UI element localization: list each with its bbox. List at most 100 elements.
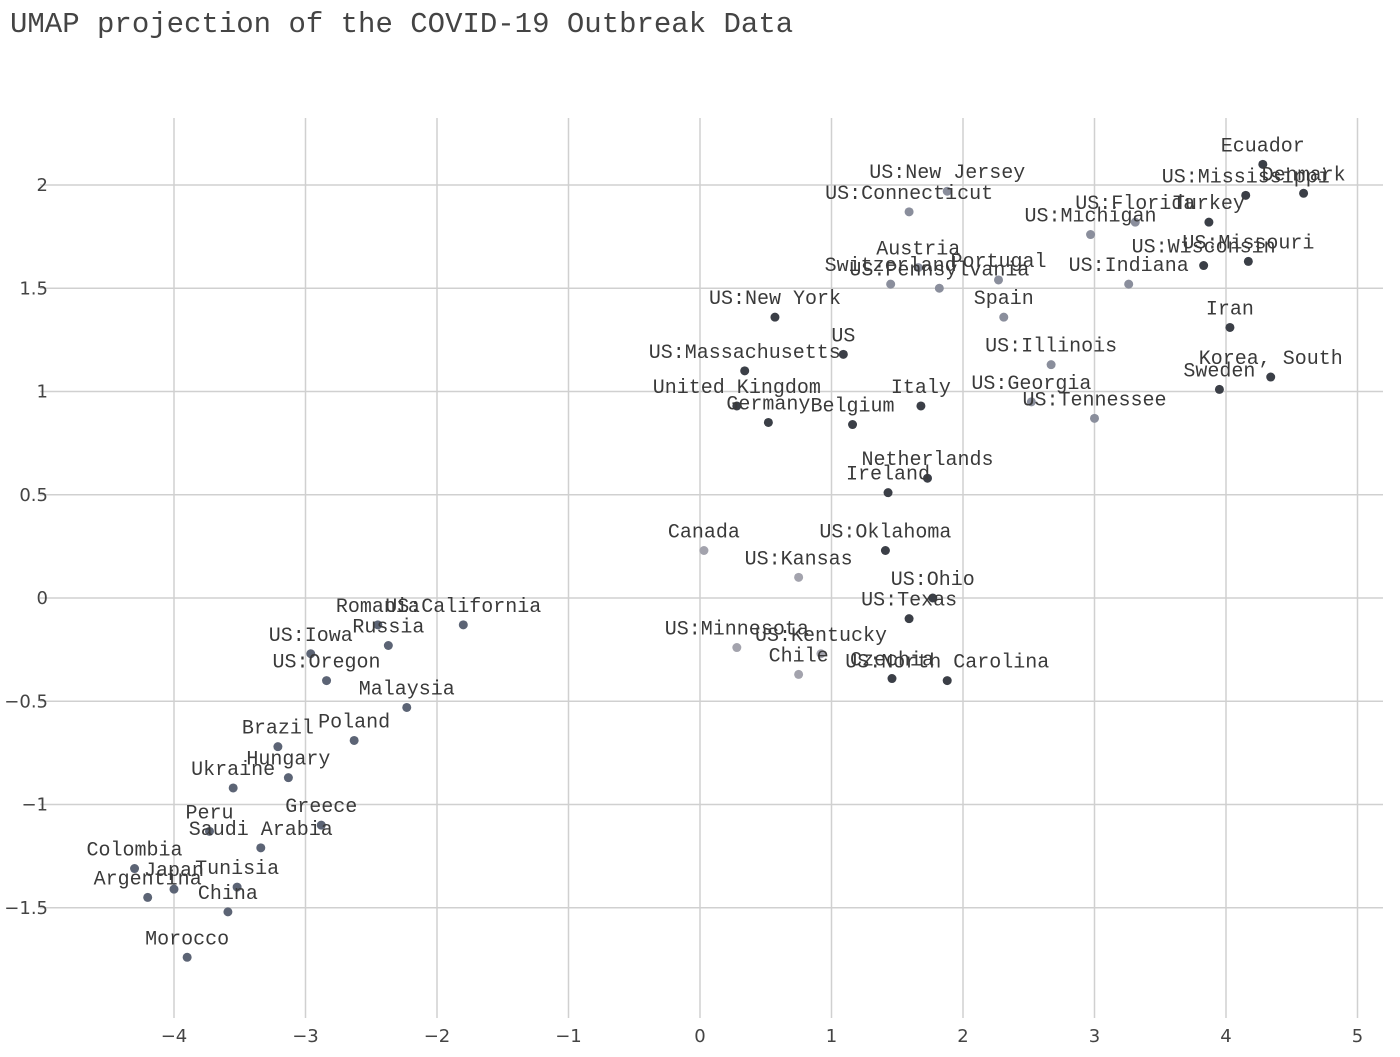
data-point-label: US:New Jersey [869, 162, 1025, 185]
data-point [205, 826, 215, 836]
data-point-label: US:Iowa [269, 625, 353, 648]
data-point [880, 546, 890, 556]
data-point [1258, 159, 1268, 169]
data-point [1130, 217, 1140, 227]
grid [40, 118, 1383, 1018]
data-point-label: US:Tennessee [1022, 389, 1166, 412]
data-point-label: Czechia [850, 650, 934, 673]
data-point-label: Korea, South [1199, 348, 1343, 371]
data-point-label: Malaysia [359, 678, 455, 701]
data-point [1090, 413, 1099, 423]
data-point-label: US:Massachusetts [649, 342, 841, 365]
data-point [942, 186, 952, 196]
x-tick-label: −1 [555, 1026, 582, 1047]
data-point-label: Chile [769, 645, 829, 668]
data-point [732, 643, 742, 653]
y-tick-label: 0 [37, 588, 48, 609]
x-tick-label: 4 [1220, 1026, 1231, 1047]
y-tick-label: −1.5 [4, 898, 48, 919]
data-point [182, 952, 192, 962]
data-point-label: Iran [1206, 298, 1254, 321]
chart-title: UMAP projection of the COVID-19 Outbreak… [10, 8, 794, 41]
x-tick-label: −2 [424, 1026, 451, 1047]
data-point-label: Brazil [242, 718, 314, 741]
data-point [1243, 256, 1253, 266]
data-point-label: US:Ohio [891, 569, 975, 592]
data-point [732, 401, 742, 411]
x-tick-label: −3 [292, 1026, 319, 1047]
data-point [273, 742, 283, 752]
data-point-label: Ecuador [1221, 135, 1305, 158]
data-point [922, 473, 932, 483]
data-point [942, 676, 952, 686]
data-point-label: Austria [876, 239, 960, 262]
data-point [763, 417, 773, 427]
data-point-label: Russia [352, 616, 424, 639]
data-point-label: Ireland [846, 464, 930, 487]
data-point [1241, 190, 1251, 200]
data-point-label: US:Oregon [273, 652, 381, 675]
data-point [999, 312, 1009, 322]
data-point [130, 864, 140, 874]
data-point-label: US:Pennsylvania [849, 259, 1029, 282]
data-point [1204, 217, 1214, 227]
data-point-label: Spain [974, 288, 1034, 311]
data-point-label: Belgium [811, 396, 895, 419]
data-point-label: China [198, 883, 258, 906]
data-point-label: Romania [336, 596, 420, 619]
data-point [1124, 279, 1134, 289]
data-point [794, 572, 804, 582]
data-point-label: US:Missouri [1182, 232, 1314, 255]
data-point-label: Denmark [1262, 164, 1346, 187]
y-tick-label: −1 [21, 795, 48, 816]
x-tick-label: 5 [1352, 1026, 1363, 1047]
data-point-label: Japan [144, 860, 204, 883]
data-point-label: US:Kansas [745, 548, 853, 571]
data-point [228, 783, 238, 793]
x-tick-label: −4 [161, 1026, 188, 1047]
data-point-label: US [831, 325, 855, 348]
data-point [886, 279, 896, 289]
data-point-label: Italy [891, 377, 951, 400]
y-axis-ticks: 2 1.5 1 0.5 0 −0.5 −1 −1.5 [4, 175, 48, 919]
data-point-label: Germany [726, 393, 810, 416]
data-point-label: US:Wisconsin [1132, 237, 1276, 260]
y-tick-label: 1.5 [19, 278, 48, 299]
data-point [232, 882, 242, 892]
data-point [458, 620, 468, 630]
data-point-label: Greece [285, 796, 357, 819]
x-tick-label: 2 [957, 1026, 968, 1047]
data-point-label: US:Indiana [1069, 255, 1189, 278]
data-point-label: Argentina [94, 868, 202, 891]
data-point-label: Ukraine [191, 759, 275, 782]
data-point-label: Peru [185, 802, 233, 825]
data-points [130, 159, 1309, 962]
data-point [904, 207, 914, 217]
data-point [316, 820, 326, 830]
data-point [904, 614, 914, 624]
y-tick-label: 0.5 [19, 485, 48, 506]
data-point-label: US:Kentucky [755, 625, 887, 648]
data-point [283, 773, 293, 783]
data-point-label: Morocco [145, 928, 229, 951]
data-point-label: Netherlands [861, 449, 993, 472]
data-point [1026, 397, 1036, 407]
data-point [1086, 230, 1096, 240]
data-point-label: Switzerland [825, 255, 957, 278]
data-point-label: US:Florida [1075, 193, 1195, 216]
data-point-label: US:Connecticut [825, 183, 993, 206]
data-point [373, 620, 383, 630]
data-point-label: US:California [385, 596, 541, 619]
data-point [223, 907, 233, 917]
data-point [169, 884, 179, 894]
x-tick-label: 0 [694, 1026, 705, 1047]
data-point-label: US:Minnesota [665, 619, 809, 642]
data-point-label: US:Texas [861, 590, 957, 613]
data-point-label: United Kingdom [653, 377, 821, 400]
data-point-label: Sweden [1183, 360, 1255, 383]
data-point-label: Saudi Arabia [189, 819, 333, 842]
data-point [256, 843, 266, 853]
y-tick-label: 2 [37, 175, 48, 196]
data-point [1199, 261, 1209, 271]
